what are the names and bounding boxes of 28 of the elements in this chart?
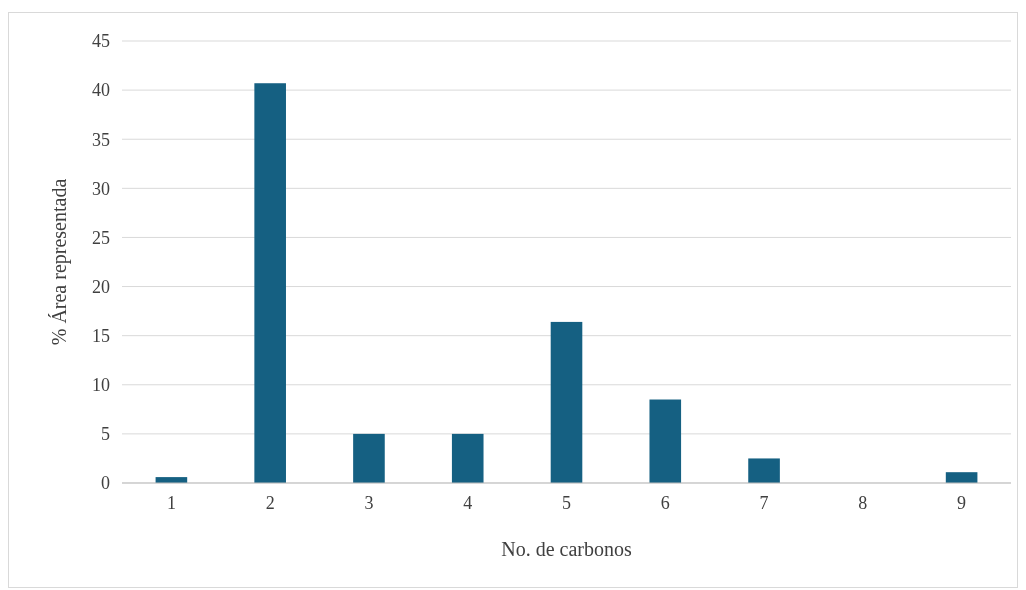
- y-tick-label: 35: [92, 129, 110, 150]
- x-tick-label: 8: [858, 493, 868, 513]
- y-tick-label: 5: [101, 424, 110, 445]
- bar: [254, 83, 286, 483]
- y-tick-label: 45: [92, 31, 110, 52]
- y-axis-title: % Área representada: [48, 178, 71, 346]
- y-tick-label: 10: [92, 375, 110, 396]
- x-axis-title: No. de carbonos: [501, 538, 632, 560]
- bar: [550, 321, 583, 483]
- x-tick-label: 4: [463, 493, 473, 513]
- x-tick-label: 7: [759, 493, 769, 513]
- x-tick-label: 1: [166, 493, 176, 513]
- x-tick-label: 3: [364, 493, 374, 513]
- bar: [353, 433, 385, 483]
- bar: [649, 399, 682, 483]
- y-tick-label: 30: [92, 178, 110, 199]
- bar: [748, 458, 780, 483]
- y-tick-label: 15: [92, 325, 110, 346]
- x-tick-label: 5: [562, 493, 571, 513]
- y-tick-label: 25: [92, 227, 110, 248]
- y-tick-label: 20: [92, 276, 110, 297]
- x-tick-label: 2: [265, 493, 275, 513]
- y-tick-label: 40: [92, 80, 110, 101]
- x-tick-label: 6: [660, 493, 670, 513]
- y-tick-label: 0: [101, 473, 110, 494]
- bar: [945, 472, 978, 483]
- bar: [451, 433, 484, 483]
- x-tick-label: 9: [957, 493, 967, 513]
